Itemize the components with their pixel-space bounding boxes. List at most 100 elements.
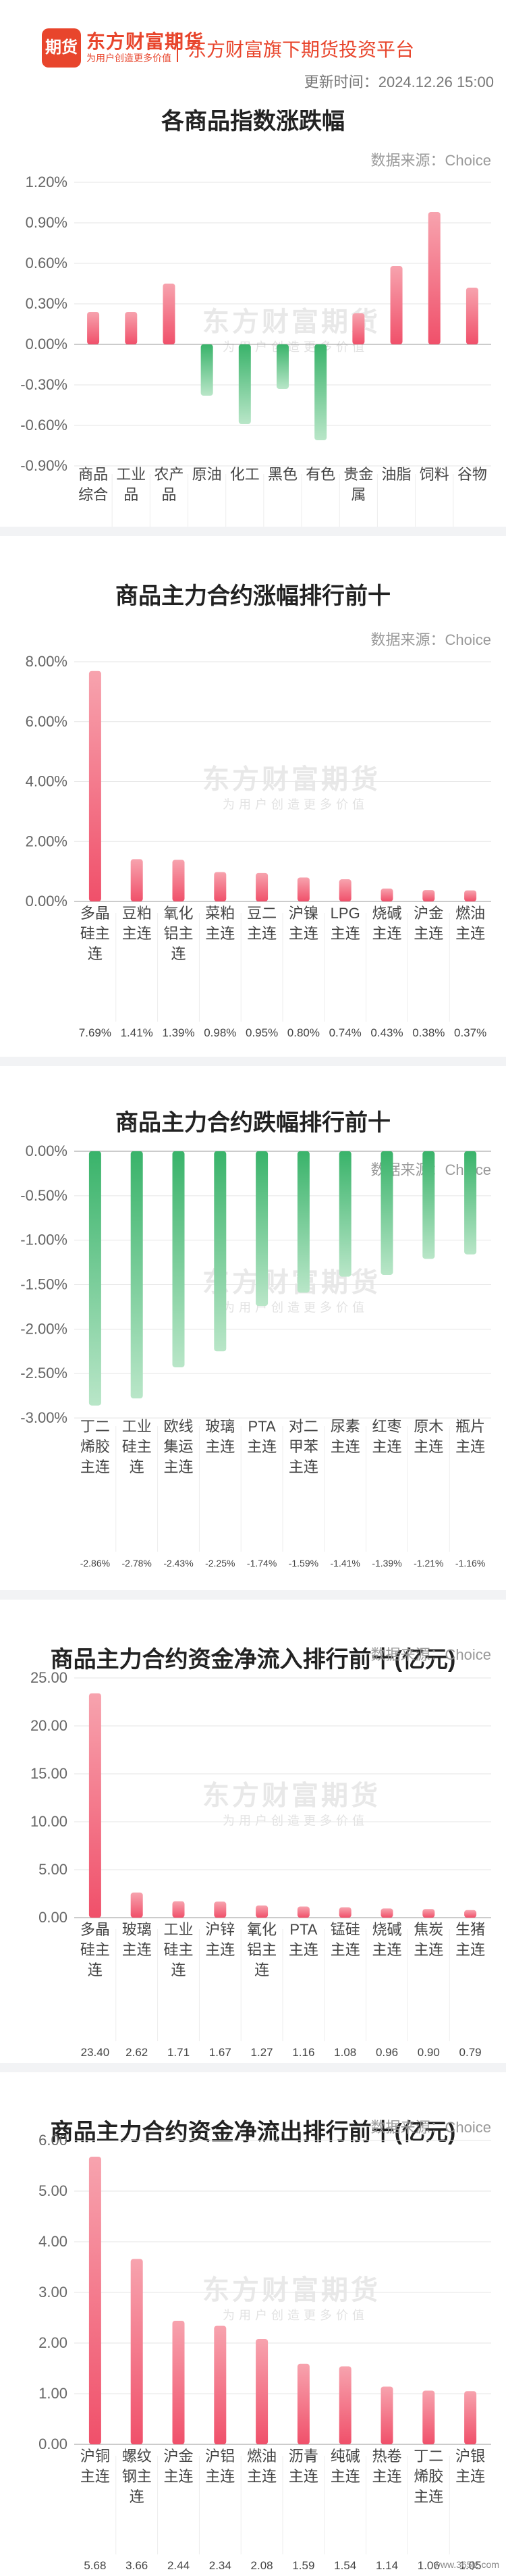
category-label: 连 — [171, 945, 186, 962]
y-tick-label: 0.00 — [38, 1909, 67, 1926]
y-tick-label: -1.00% — [20, 1232, 67, 1248]
category-label: 主连 — [331, 925, 360, 942]
category-label: 主连 — [289, 925, 318, 942]
category-label: 沥青 — [289, 2448, 318, 2465]
bar — [466, 288, 478, 344]
bar — [464, 1151, 477, 1255]
y-tick-label: 6.00 — [38, 2132, 67, 2149]
category-label: 烯胶 — [414, 2468, 443, 2485]
category-label: 主连 — [80, 1458, 110, 1475]
category-label: 工业 — [116, 466, 146, 483]
bar — [464, 2391, 477, 2444]
value-label: -1.41% — [331, 1558, 360, 1569]
y-tick-label: -0.50% — [20, 1187, 67, 1204]
category-label: 品 — [161, 486, 176, 503]
category-label: 主连 — [247, 925, 277, 942]
watermark-text: 东方财富期货 — [202, 1781, 381, 1811]
category-label: 原木 — [414, 1418, 443, 1435]
value-label: 23.40 — [81, 2046, 110, 2059]
y-tick-label: -0.30% — [20, 376, 67, 393]
chart-section-4: 商品主力合约资金净流入排行前十(亿元) 数据来源：Choice 东方财富期货 为用户创… — [0, 1590, 506, 2063]
category-label: 豆粕 — [122, 905, 152, 922]
value-label: 1.06 — [418, 2559, 440, 2572]
category-label: 烧碱 — [372, 905, 401, 922]
value-label: 0.79 — [459, 2046, 482, 2059]
y-tick-label: 0.60% — [26, 255, 67, 271]
category-label: 多晶 — [80, 905, 110, 922]
bar — [88, 1151, 101, 1406]
category-label: 尿素 — [331, 1418, 360, 1435]
category-label: 主连 — [205, 2468, 235, 2485]
data-source: 数据来源：Choice — [370, 1646, 491, 1663]
value-label: 1.05 — [459, 2559, 482, 2572]
data-source: 数据来源：Choice — [370, 631, 491, 648]
bar — [130, 2259, 143, 2444]
bar — [238, 344, 251, 424]
category-label: 品 — [123, 486, 138, 503]
category-label: 主连 — [122, 925, 152, 942]
category-label: 工业 — [122, 1418, 152, 1435]
bar — [297, 1151, 310, 1293]
value-label: 0.74% — [329, 1026, 362, 1039]
category-label: 集运 — [163, 1438, 193, 1455]
category-label: 烧碱 — [372, 1921, 401, 1938]
category-label: 主连 — [414, 925, 443, 942]
category-label: 工业 — [163, 1921, 193, 1938]
category-label: 玻璃 — [122, 1921, 152, 1938]
bar — [422, 1151, 435, 1259]
y-tick-label: -1.50% — [20, 1276, 67, 1293]
category-label: 连 — [88, 1962, 103, 1978]
bar — [214, 2325, 227, 2444]
value-label: 2.44 — [167, 2559, 190, 2572]
y-tick-label: 0.00% — [26, 1142, 67, 1159]
category-label: 沪镍 — [289, 905, 318, 922]
bar — [256, 1151, 269, 1307]
chart-title: 各商品指数涨跌幅 — [161, 109, 345, 134]
category-label: 欧线 — [163, 1418, 193, 1435]
bar — [339, 879, 352, 901]
bar — [256, 2339, 269, 2444]
value-label: -1.21% — [414, 1558, 443, 1569]
y-tick-label: 15.00 — [30, 1765, 67, 1782]
bar — [339, 1151, 352, 1277]
bar — [87, 312, 100, 344]
value-label: 1.39% — [162, 1026, 194, 1039]
logo-glyph: 期货 — [45, 38, 78, 57]
y-tick-label: 1.20% — [26, 174, 67, 190]
category-label: 主连 — [247, 2468, 277, 2485]
category-label: 生猪 — [455, 1921, 485, 1938]
value-label: 1.67 — [209, 2046, 231, 2059]
category-label: 沪金 — [414, 905, 443, 922]
bar — [297, 877, 310, 901]
category-label: 主连 — [455, 925, 485, 942]
category-label: 连 — [130, 2488, 144, 2505]
value-label: 1.16 — [292, 2046, 314, 2059]
category-label: 主连 — [455, 1941, 485, 1958]
bar — [214, 872, 227, 901]
chart-title: 商品主力合约涨幅排行前十 — [115, 583, 391, 609]
bar — [381, 888, 393, 901]
chart-section-2: 商品主力合约涨幅排行前十数据来源：Choice 东方财富期货 为用户创造更多价值 8.… — [0, 527, 506, 1057]
bar — [422, 1909, 435, 1918]
brand-logo-icon: 期货 — [42, 28, 81, 68]
bar — [381, 1908, 393, 1918]
value-label: 1.14 — [376, 2559, 398, 2572]
category-label: 连 — [171, 1962, 186, 1978]
value-label: -2.43% — [163, 1558, 193, 1569]
data-source: 数据来源：Choice — [370, 2119, 491, 2136]
category-label: 主连 — [247, 1438, 277, 1455]
category-label: 主连 — [414, 1941, 443, 1958]
y-tick-label: 4.00% — [26, 773, 67, 790]
category-label: 沪金 — [163, 2448, 193, 2465]
category-label: 连 — [130, 1458, 144, 1475]
bar — [464, 890, 477, 901]
bar — [200, 344, 213, 396]
value-label: -1.39% — [372, 1558, 401, 1569]
category-label: 沪锌 — [205, 1921, 235, 1938]
chart-title: 商品主力合约资金净流入排行前十(亿元) — [50, 1647, 456, 1673]
bar — [381, 1151, 393, 1276]
bar — [88, 671, 101, 901]
